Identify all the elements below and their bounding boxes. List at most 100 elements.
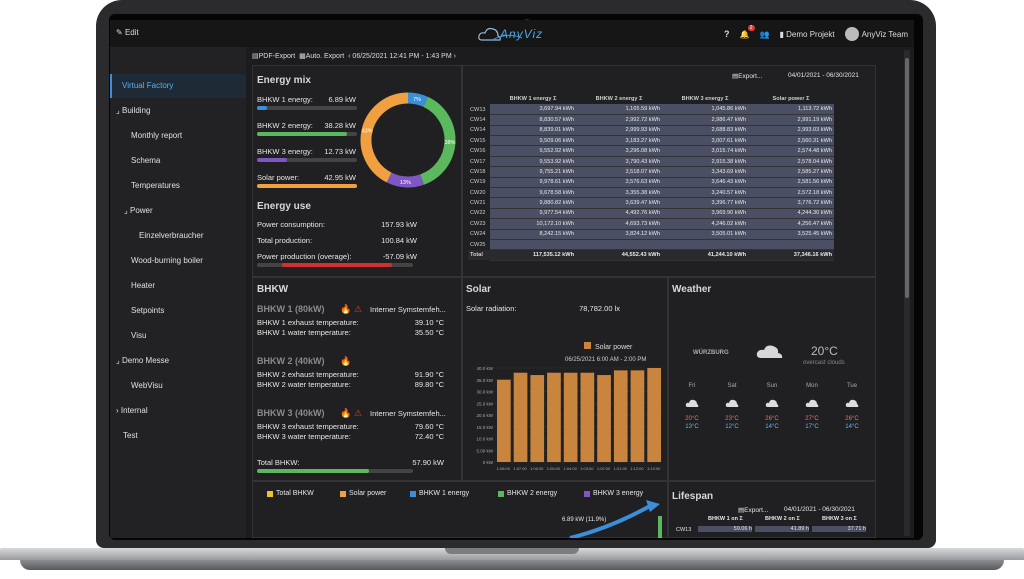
energy-mix-label: BHKW 1 energy: bbox=[257, 95, 313, 104]
weather-desc: overcast clouds bbox=[803, 360, 845, 366]
sidebar-label: Internal bbox=[120, 406, 148, 415]
power-consumption-value: 157.93 kW bbox=[381, 220, 417, 229]
sidebar-item-test[interactable]: Test bbox=[123, 431, 138, 440]
main-scrollbar[interactable] bbox=[904, 50, 910, 536]
table-header: BHKW 2 energy Σ bbox=[595, 96, 643, 103]
bhkw-title: BHKW bbox=[257, 284, 289, 295]
energy-mix-title: Energy mix bbox=[257, 75, 311, 86]
bhkw-unit-name: BHKW 2 (40kW) bbox=[257, 356, 325, 366]
sidebar-item-heater[interactable]: Heater bbox=[131, 281, 156, 290]
bhkw-unit-name: BHKW 3 (40kW) bbox=[257, 408, 325, 418]
table-value-cell: 3,824.12 kWh bbox=[576, 229, 662, 240]
table-value-cell: 8,242.15 kWh bbox=[490, 229, 576, 240]
flame-icon: 🔥 bbox=[340, 356, 352, 366]
pdf-export-button[interactable]: ▤PDF-Export bbox=[252, 53, 295, 60]
sidebar-item-einzelverbraucher[interactable]: Einzelverbraucher bbox=[139, 231, 204, 240]
energy-export-button[interactable]: ▤Export... bbox=[732, 72, 762, 80]
prev-range-button[interactable]: ‹ bbox=[348, 53, 351, 60]
table-value-cell: 8,830.57 kWh bbox=[490, 114, 576, 126]
y-tick-label: 5.00 kW bbox=[476, 448, 493, 453]
table-value-cell: 3,007.61 kWh bbox=[662, 135, 748, 147]
pdf-label: PDF-Export bbox=[258, 53, 296, 60]
weather-city: WÜRZBURG bbox=[693, 350, 729, 356]
sidebar-item-internal[interactable]: › Internal bbox=[116, 406, 148, 415]
sidebar-item-building[interactable]: ⌟ Building bbox=[116, 106, 150, 115]
users-icon[interactable]: 👥 bbox=[759, 29, 770, 39]
sidebar-item-temperatures[interactable]: Temperatures bbox=[131, 181, 180, 190]
sidebar-label: Demo Messe bbox=[121, 356, 170, 365]
solar-chart: Solar power 06/25/2021 6:00 AM - 2:00 PM 0… bbox=[476, 342, 662, 471]
overage-bar-fill bbox=[282, 263, 392, 267]
avatar bbox=[844, 27, 859, 41]
legend-item[interactable]: BHKW 1 energy bbox=[419, 490, 470, 497]
next-range-button[interactable]: › bbox=[453, 53, 456, 60]
x-tick-label: 1:02:00 bbox=[597, 466, 611, 471]
weather-day: Sun bbox=[766, 383, 778, 389]
sidebar-item-demo-messe[interactable]: ⌟ Demo Messe bbox=[116, 356, 169, 365]
bhkw-unit-name: BHKW 1 (80kW) bbox=[257, 304, 325, 314]
sidebar-item-webvisu[interactable]: WebVisu bbox=[131, 381, 163, 390]
table-row: CW15 9,509.06 kWh 3,183.27 kWh 3,007.61 kWh… bbox=[468, 135, 834, 147]
table-value-cell: 3,969.90 kWh bbox=[662, 208, 748, 220]
sidebar-item-visu[interactable]: Visu bbox=[131, 331, 147, 340]
legend-item[interactable]: BHKW 2 energy bbox=[507, 490, 558, 497]
overage-value: -57.09 kW bbox=[382, 252, 417, 261]
table-value-cell: 10,172.10 kWh bbox=[490, 218, 576, 230]
lifespan-export-button[interactable]: ▤Export... bbox=[738, 506, 768, 514]
collapse-icon: ⌟ bbox=[116, 356, 120, 365]
bhkw-temp-value: 91.90 °C bbox=[414, 370, 444, 379]
project-selector[interactable]: ▮ Demo Projekt bbox=[779, 30, 834, 39]
energy-flow-graphic bbox=[569, 500, 662, 538]
weather-day: Fri bbox=[688, 383, 696, 389]
time-range[interactable]: 06/25/2021 12:41 PM - 1:43 PM bbox=[352, 53, 452, 60]
notifications-button[interactable]: 🔔 2 bbox=[740, 24, 755, 39]
bhkw-temp-label: BHKW 3 exhaust temperature: bbox=[257, 422, 359, 431]
cloud-icon bbox=[725, 399, 739, 407]
bhkw-temp-value: 89.80 °C bbox=[414, 380, 444, 389]
lifespan-range: 04/01/2021 - 06/30/2021 bbox=[784, 506, 855, 513]
weather-low: 12°C bbox=[725, 424, 739, 430]
table-header: Solar power Σ bbox=[772, 96, 810, 103]
weather-low: 17°C bbox=[805, 424, 819, 430]
table-row: CW13 3,697.94 kWh 1,165.59 kWh 1,045.86 kWh… bbox=[468, 104, 834, 116]
x-tick-label: 1:13:00 bbox=[647, 466, 661, 471]
x-tick-label: 1:08:00 bbox=[497, 466, 511, 471]
table-value-cell: 1,045.86 kWh bbox=[662, 104, 748, 116]
cloud-icon bbox=[845, 399, 859, 407]
sidebar-item-virtual-factory[interactable] bbox=[110, 74, 246, 98]
energy-mix-bar-fill bbox=[257, 132, 347, 136]
auto-label: Auto. Export bbox=[305, 53, 345, 60]
table-value-cell bbox=[576, 239, 662, 251]
legend-item[interactable]: Total BHKW bbox=[276, 490, 314, 497]
solar-bar bbox=[647, 368, 661, 462]
sidebar-item-monthly-report[interactable]: Monthly report bbox=[131, 131, 183, 140]
sidebar-item-schema[interactable]: Schema bbox=[131, 156, 161, 165]
weather-high: 26°C bbox=[765, 416, 779, 422]
user-menu[interactable]: AnyViz Team bbox=[844, 27, 908, 41]
donut-slice bbox=[407, 92, 429, 108]
scroll-thumb[interactable] bbox=[905, 58, 909, 298]
solar-title: Solar bbox=[466, 284, 492, 295]
legend-item[interactable]: Solar power bbox=[349, 490, 387, 497]
legend-swatch bbox=[584, 491, 590, 497]
auto-export-button[interactable]: ▦Auto. Export bbox=[299, 53, 344, 60]
lifespan-header-3: BHKW 3 on Σ bbox=[822, 516, 857, 522]
energy-mix-donut: 7% 38% 13% 43% bbox=[360, 92, 456, 188]
sidebar-item-setpoints[interactable]: Setpoints bbox=[131, 306, 165, 315]
x-tick-label: 1:04:00 bbox=[563, 466, 577, 471]
table-row: CW25 bbox=[468, 239, 834, 251]
edit-button[interactable]: ✎ Edit bbox=[116, 28, 139, 37]
legend-item[interactable]: BHKW 3 energy bbox=[593, 490, 644, 497]
table-value-cell: 3,776.72 kWh bbox=[748, 197, 834, 209]
table-value-cell: 3,355.38 kWh bbox=[576, 187, 662, 199]
table-value-cell: 3,518.07 kWh bbox=[576, 166, 662, 178]
sidebar-item-power[interactable]: ⌟ Power bbox=[124, 206, 153, 215]
lifespan-cell-1: 59.06 h bbox=[698, 526, 752, 532]
help-button[interactable]: ? bbox=[724, 29, 730, 39]
weather-day: Tue bbox=[846, 383, 858, 389]
energy-table-range: 04/01/2021 - 06/30/2021 bbox=[788, 72, 859, 79]
sidebar-item-wood-burning-boiler[interactable]: Wood-burning boiler bbox=[131, 256, 203, 265]
table-week-cell: CW25 bbox=[470, 241, 486, 248]
flame-icon: 🔥 bbox=[340, 304, 352, 314]
solar-bar bbox=[613, 370, 628, 462]
